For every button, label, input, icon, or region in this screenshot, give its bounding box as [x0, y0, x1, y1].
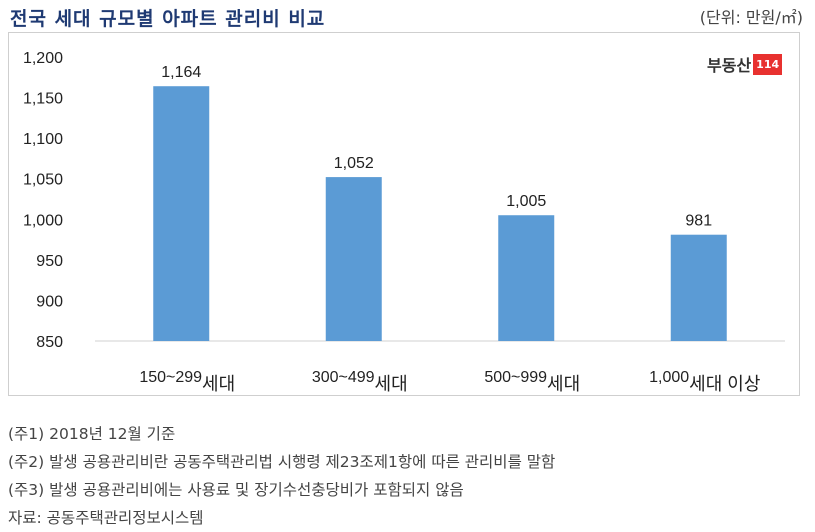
footnote-2: (주2) 발생 공용관리비란 공동주택관리법 시행령 제23조제1항에 따른 관…	[8, 453, 556, 471]
bar	[325, 177, 382, 341]
logo-number: 114	[753, 53, 783, 75]
chart-frame	[8, 32, 800, 396]
data-label: 981	[685, 213, 712, 230]
chart-title: 전국 세대 규모별 아파트 관리비 비교	[10, 8, 326, 30]
data-label: 1,164	[161, 64, 201, 81]
data-label: 1,052	[334, 155, 374, 172]
y-tick-label: 900	[36, 293, 63, 310]
y-tick-label: 850	[36, 334, 63, 351]
footnotes: (주1) 2018년 12월 기준 (주2) 발생 공용관리비란 공동주택관리법…	[8, 420, 555, 532]
x-tick-label: 300~499세대	[312, 369, 408, 394]
x-tick-label: 150~299세대	[139, 369, 235, 394]
y-tick-label: 1,000	[23, 212, 63, 229]
y-tick-label: 1,200	[23, 50, 63, 67]
y-tick-label: 1,150	[23, 91, 63, 108]
logo-text: 부동산	[707, 56, 752, 75]
data-label: 1,005	[506, 193, 546, 210]
x-tick-label: 500~999세대	[484, 369, 580, 394]
footnote-1: (주1) 2018년 12월 기준	[8, 425, 176, 443]
y-tick-label: 1,100	[23, 131, 63, 148]
unit-label: (단위: 만원/㎡)	[699, 8, 803, 27]
brand-logo: 부동산 114	[707, 53, 783, 75]
bar	[498, 215, 555, 341]
source-note: 자료: 공동주택관리정보시스템	[8, 509, 204, 527]
y-tick-label: 1,050	[23, 172, 63, 189]
x-tick-label: 1,000세대 이상	[649, 369, 760, 394]
bar	[153, 86, 210, 341]
bar-chart: 1,200 1,150 1,100 1,050 1,000 950 900 850 1,164 1…	[23, 50, 785, 394]
footnote-3: (주3) 발생 공용관리비에는 사용료 및 장기수선충당비가 포함되지 않음	[8, 481, 464, 499]
y-tick-label: 950	[36, 253, 63, 270]
bar	[670, 234, 727, 341]
